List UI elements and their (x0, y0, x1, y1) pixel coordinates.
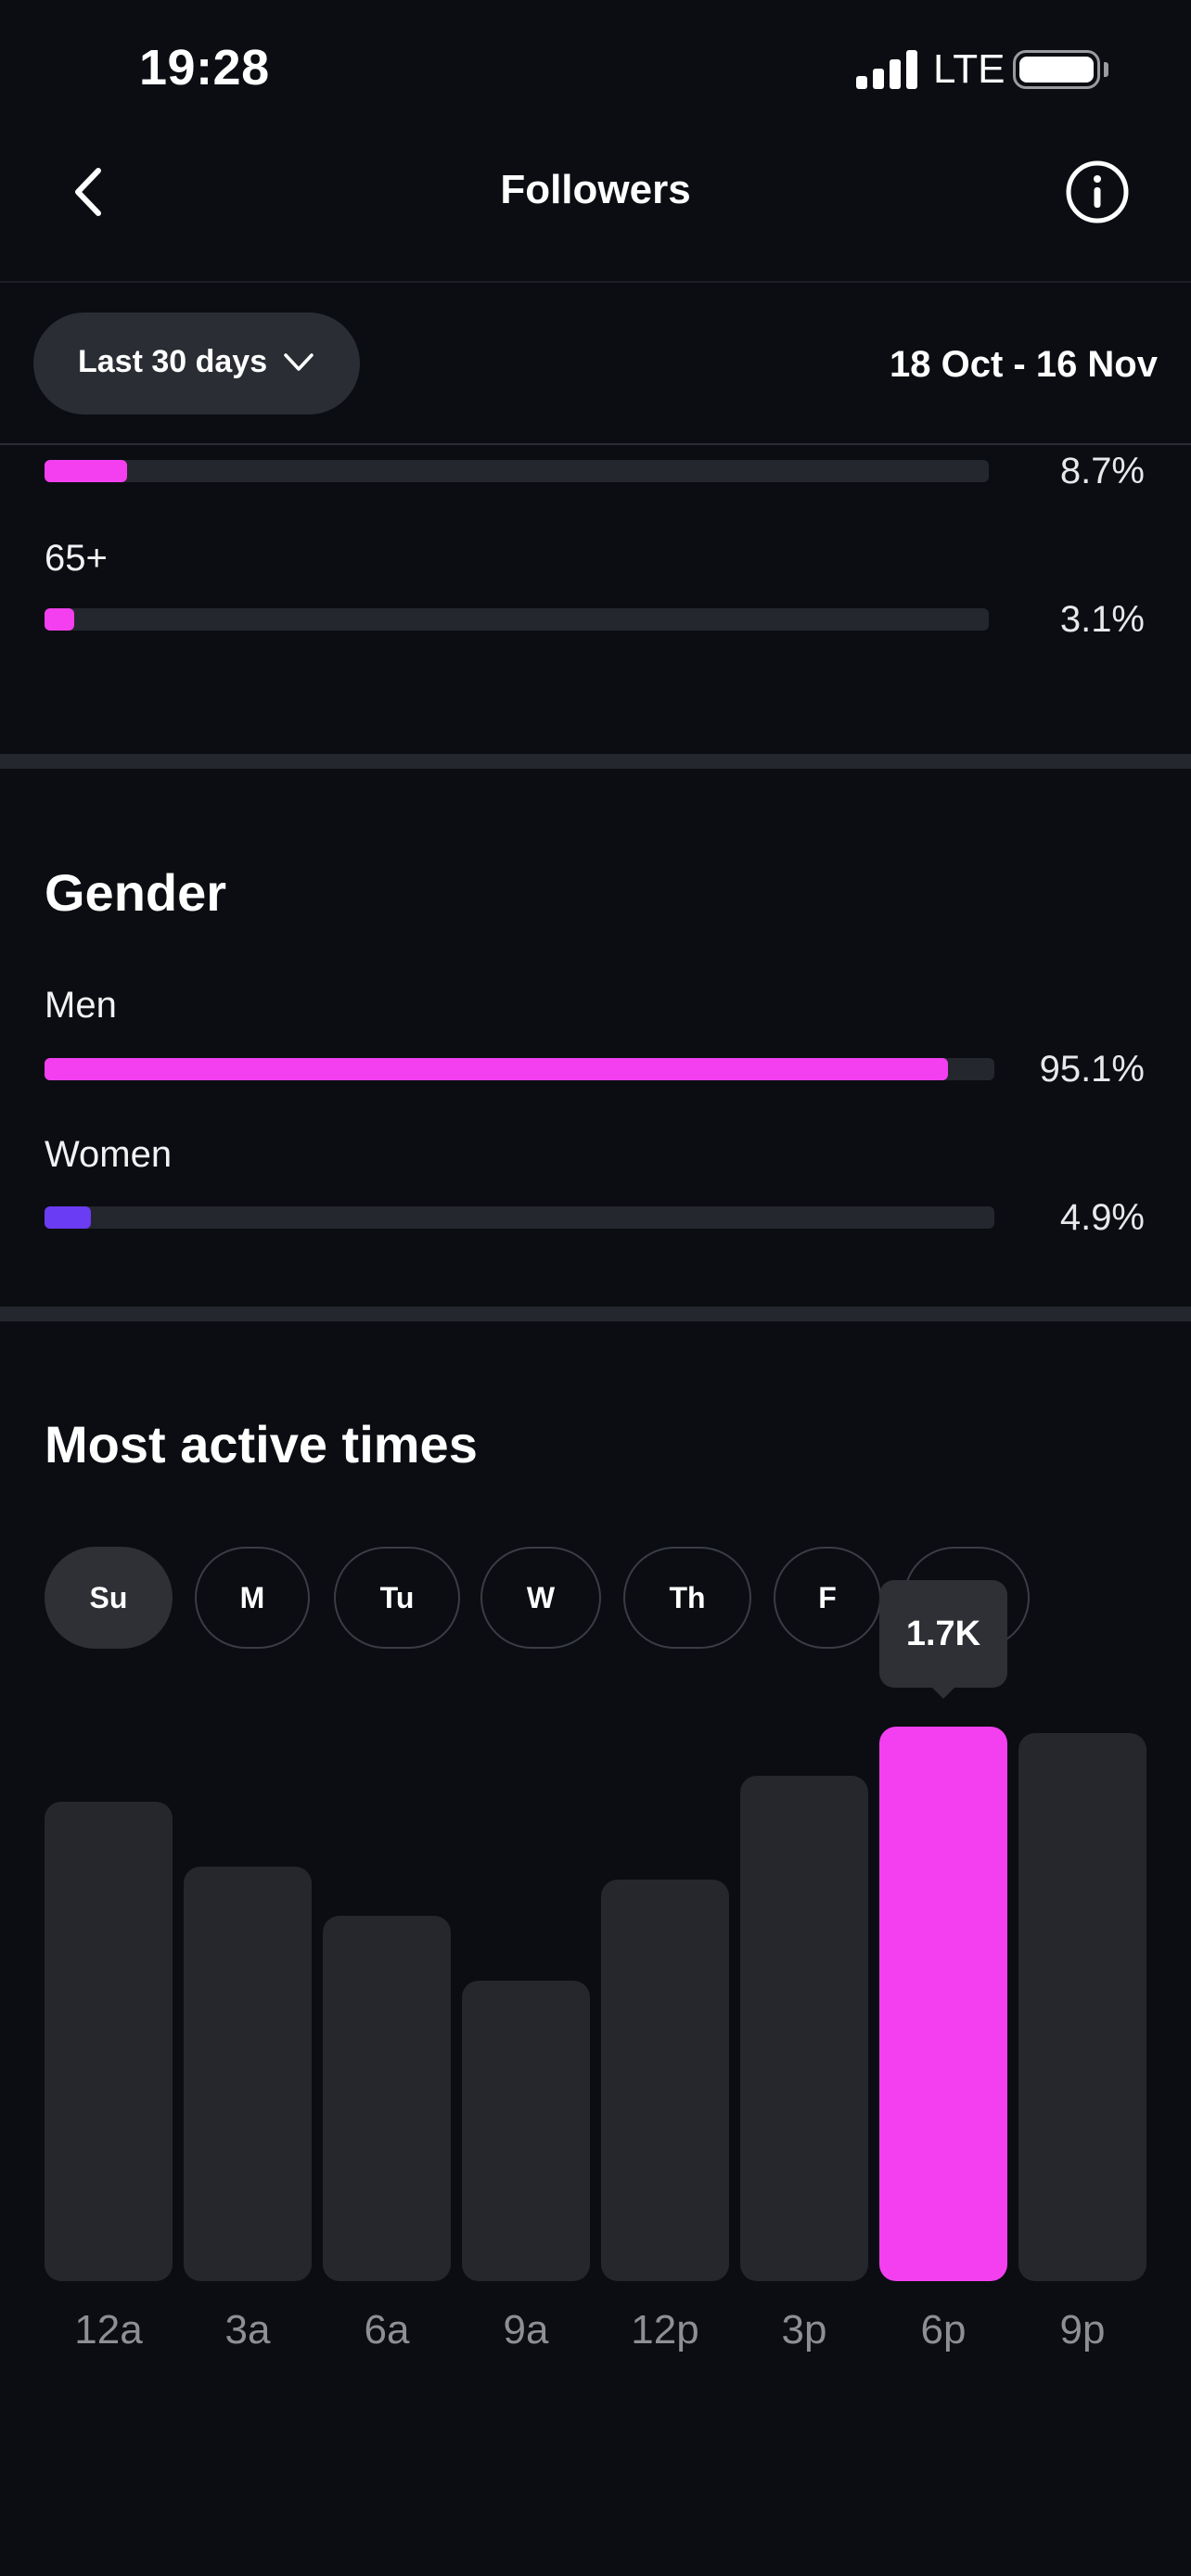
chart-x-label: 12p (631, 2307, 699, 2353)
chart-bar-9p[interactable] (1018, 1733, 1146, 2281)
chart-bar-12p[interactable] (601, 1880, 729, 2281)
day-pill-m[interactable]: M (195, 1547, 310, 1649)
chart-bar-6a[interactable] (323, 1916, 451, 2281)
active-times-title: Most active times (45, 1415, 478, 1473)
chart-bar-3a[interactable] (184, 1867, 312, 2281)
date-range: 18 Oct - 16 Nov (889, 344, 1158, 385)
chart-tooltip: 1.7K (879, 1580, 1007, 1688)
gender-bar-track-women (45, 1206, 994, 1229)
info-icon (1066, 160, 1129, 223)
age-bar-fill (45, 608, 74, 631)
filter-row: Last 30 days 18 Oct - 16 Nov (0, 285, 1191, 445)
day-pill-f[interactable]: F (774, 1547, 881, 1649)
gender-percent-women: 4.9% (1059, 1197, 1145, 1238)
period-label: Last 30 days (78, 344, 268, 379)
gender-label-men: Men (45, 985, 117, 1026)
gender-bar-fill-men (45, 1058, 948, 1080)
chart-x-label: 9p (1059, 2307, 1106, 2353)
chart-x-label: 9a (503, 2307, 549, 2353)
section-divider (0, 1307, 1191, 1321)
back-button[interactable] (58, 159, 122, 224)
day-pill-su[interactable]: Su (45, 1547, 173, 1649)
day-pill-tu[interactable]: Tu (334, 1547, 460, 1649)
age-bar-track (45, 608, 989, 631)
page-title: Followers (500, 167, 691, 212)
age-label: 65+ (45, 538, 108, 579)
chart-x-label: 3a (224, 2307, 271, 2353)
age-bar-track (45, 460, 989, 482)
section-divider (0, 754, 1191, 769)
status-bar: 19:28 LTE (0, 0, 1191, 139)
chart-bar-6p[interactable] (879, 1727, 1007, 2281)
battery-icon (1013, 50, 1100, 89)
chevron-left-icon (75, 168, 101, 216)
age-percent: 3.1% (1059, 599, 1145, 640)
header: Followers (0, 139, 1191, 283)
gender-title: Gender (45, 863, 227, 922)
network-label: LTE (933, 46, 1005, 92)
age-percent: 8.7% (1059, 451, 1145, 491)
status-time: 19:28 (139, 40, 270, 96)
chart-x-label: 12a (74, 2307, 143, 2353)
battery-tip (1104, 62, 1108, 77)
info-button[interactable] (1065, 159, 1130, 224)
chart-bar-12a[interactable] (45, 1802, 173, 2281)
gender-label-women: Women (45, 1134, 173, 1175)
signal-icon (856, 48, 917, 89)
chevron-down-icon (284, 353, 314, 371)
chart-x-label: 3p (781, 2307, 827, 2353)
period-dropdown[interactable]: Last 30 days (33, 312, 360, 414)
chart-x-label: 6p (920, 2307, 967, 2353)
day-pill-th[interactable]: Th (623, 1547, 751, 1649)
tooltip-arrow (928, 1684, 958, 1699)
age-bar-fill (45, 460, 127, 482)
chart-bar-9a[interactable] (462, 1981, 590, 2281)
gender-bar-track-men (45, 1058, 994, 1080)
chart-bar-3p[interactable] (740, 1776, 868, 2281)
chart-x-label: 6a (364, 2307, 410, 2353)
day-pill-w[interactable]: W (480, 1547, 601, 1649)
gender-bar-fill-women (45, 1206, 92, 1229)
gender-percent-men: 95.1% (1039, 1049, 1145, 1090)
